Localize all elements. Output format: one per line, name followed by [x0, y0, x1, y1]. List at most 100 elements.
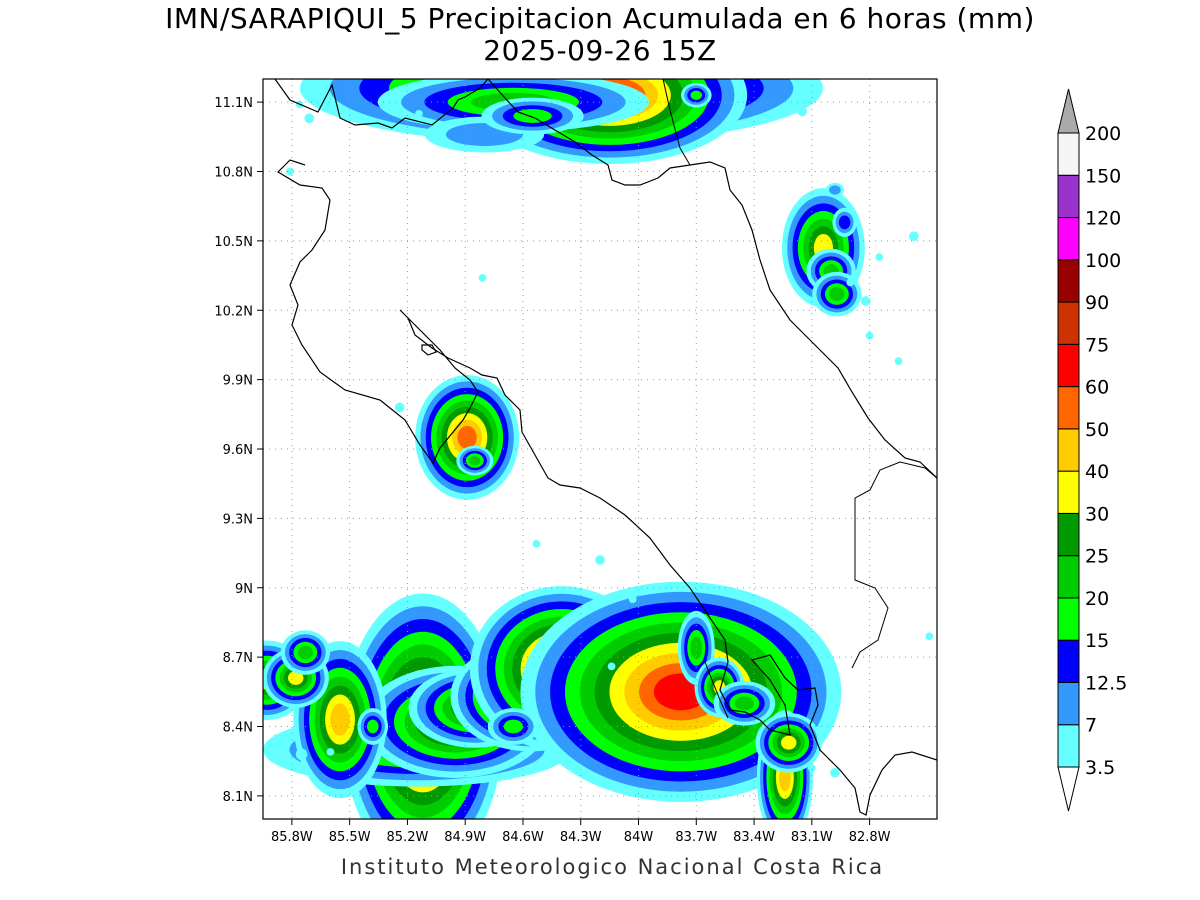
y-tick-label: 8.4N [223, 721, 253, 736]
x-tick-label: 82.8W [849, 830, 891, 845]
precip-contour [734, 696, 755, 711]
coastlines [274, 79, 937, 816]
x-tick-label: 83.4W [733, 830, 775, 845]
nicoya-island [421, 344, 437, 356]
colorbar-swatch [1057, 301, 1080, 345]
y-tick-label: 10.5N [214, 235, 253, 250]
x-tick-label: 84.9W [444, 830, 486, 845]
precip-contour [829, 185, 841, 195]
precip-contour [690, 636, 703, 660]
precip-contour [829, 287, 845, 301]
x-tick-label: 84W [624, 830, 654, 845]
precip-speck [875, 253, 884, 261]
colorbar-label: 200 [1085, 123, 1121, 145]
y-tick-label: 8.1N [223, 790, 253, 805]
precip-speck [807, 764, 816, 772]
colorbar-swatch [1057, 259, 1080, 303]
coastline-nicaragua-pacific [274, 79, 489, 129]
colorbar-swatch [1057, 639, 1080, 683]
precip-speck [830, 767, 840, 778]
precip-contour [469, 455, 481, 466]
map-title: IMN/SARAPIQUI_5 Precipitacion Acumulada … [165, 2, 1035, 35]
precip-speck [415, 109, 423, 118]
precip-contour [288, 671, 304, 685]
colorbar-swatch [1057, 132, 1080, 176]
x-tick-label: 83.1W [791, 830, 833, 845]
precip-contour [457, 425, 477, 449]
grid-lines [263, 79, 937, 819]
precip-speck [865, 331, 874, 340]
precip-cell [456, 445, 494, 476]
colorbar-label: 100 [1085, 250, 1121, 272]
precip-speck [295, 748, 308, 761]
precip-speck [272, 734, 281, 742]
precip-cell [680, 82, 712, 108]
precip-speck [909, 231, 919, 242]
precip-cell [280, 630, 331, 675]
precip-cell [357, 708, 389, 745]
colorbar-label: 90 [1085, 292, 1109, 314]
colorbar-swatch [1057, 174, 1080, 219]
colorbar-swatch [1057, 428, 1080, 472]
colorbar-swatch [1057, 681, 1080, 726]
precip-contour [781, 735, 797, 750]
precip-speck [394, 402, 405, 413]
colorbar-swatch [1057, 512, 1080, 557]
y-tick-label: 8.7N [223, 651, 253, 666]
precip-speck [607, 662, 616, 671]
precip-contour [838, 215, 851, 230]
y-tick-label: 9.9N [223, 374, 253, 389]
colorbar-swatch [1057, 470, 1080, 514]
colorbar-label: 12.5 [1085, 672, 1127, 694]
colorbar-swatch [1057, 343, 1080, 388]
precip-cell [755, 712, 822, 773]
precip-cell [812, 271, 862, 317]
colorbar-swatch [1057, 386, 1080, 430]
precip-contour [513, 109, 552, 123]
colorbar-underflow-triangle [1057, 766, 1080, 812]
coastline-caribbean [487, 79, 937, 479]
colorbar-swatch [1057, 555, 1080, 599]
precip-contour [690, 90, 703, 100]
border-panama-pacific [704, 661, 729, 719]
longitude-axis: 85.8W 85.5W 85.2W 84.9W 84.6W 84.3W 84W 83.7W 83… [271, 819, 891, 845]
precip-cell [481, 97, 584, 135]
precip-cell [713, 681, 776, 726]
y-tick-label: 9N [235, 582, 253, 597]
precip-contour [330, 703, 350, 736]
precip-speck [860, 296, 871, 306]
colorbar-label: 15 [1085, 630, 1109, 652]
precip-contour [366, 719, 379, 734]
y-tick-label: 10.2N [214, 304, 253, 319]
colorbar-label: 30 [1085, 503, 1109, 525]
precip-speck [628, 595, 637, 604]
precip-speck [925, 632, 934, 641]
precip-cell [487, 708, 539, 745]
x-tick-label: 83.7W [675, 830, 717, 845]
colorbar-label: 120 [1085, 208, 1121, 230]
y-tick-label: 11.1N [214, 96, 253, 111]
map-subtitle: 2025-09-26 15Z [483, 34, 717, 67]
border-panama [851, 461, 937, 669]
precip-speck [326, 748, 335, 756]
colorbar-swatch [1057, 597, 1080, 641]
colorbar-swatch [1057, 724, 1080, 768]
colorbar-label: 7 [1085, 715, 1097, 737]
colorbar-label: 50 [1085, 419, 1109, 441]
colorbar-label: 150 [1085, 165, 1121, 187]
precip-speck [532, 539, 541, 548]
y-tick-label: 9.6N [223, 443, 253, 458]
y-tick-label: 9.3N [223, 512, 253, 527]
x-tick-label: 85.5W [329, 830, 371, 845]
colorbar-label: 20 [1085, 588, 1109, 610]
colorbar: 3.5 7 12.5 15 20 25 30 40 50 60 75 90 100 120 150 200 [1057, 88, 1127, 812]
precip-contour [503, 719, 523, 734]
precip-speck [304, 113, 315, 124]
x-tick-label: 85.8W [271, 830, 313, 845]
x-tick-label: 84.6W [502, 830, 544, 845]
precip-speck [797, 106, 808, 117]
colorbar-label: 3.5 [1085, 757, 1115, 779]
x-tick-label: 84.3W [560, 830, 602, 845]
x-tick-label: 85.2W [387, 830, 429, 845]
precip-speck [595, 555, 605, 565]
